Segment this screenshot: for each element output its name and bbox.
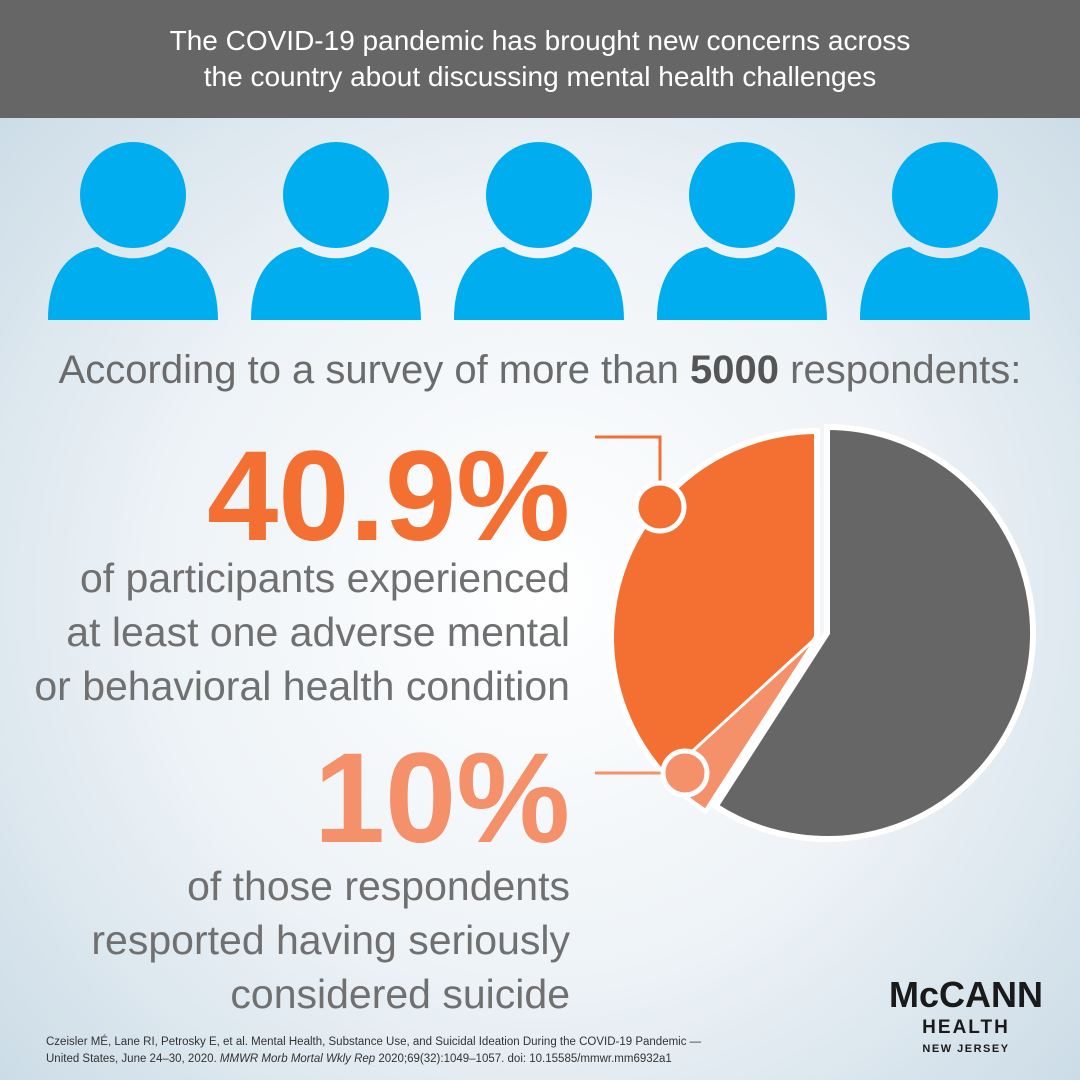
logo-name: McCANN (889, 974, 1043, 1015)
logo-region: NEW JERSEY (922, 1043, 1009, 1055)
header-bar (0, 0, 1080, 118)
header-title: The COVID-19 pandemic has brought new co… (170, 25, 911, 92)
citation-line: Czeisler MÉ, Lane RI, Petrosky E, et al.… (46, 1035, 702, 1048)
logo: McCANN HEALTH NEW JERSEY (889, 974, 1043, 1055)
survey-after: respondents: (779, 348, 1021, 392)
stat-text: of participants experienced (80, 555, 570, 601)
citation: Czeisler MÉ, Lane RI, Petrosky E, et al.… (46, 1035, 702, 1065)
connector-dot (633, 480, 687, 534)
survey-count: 5000 (690, 348, 779, 392)
stat-text: at least one adverse mental (66, 609, 570, 655)
citation-journal: MMWR Morb Mortal Wkly Rep (220, 1053, 376, 1065)
survey-before: According to a survey of more than (59, 348, 690, 392)
citation-part: United States, June 24–30, 2020. (46, 1053, 220, 1065)
pie-remainder (711, 423, 1036, 842)
stat-text: resported having seriously (91, 917, 570, 963)
stat-text: or behavioral health condition (34, 663, 570, 709)
connector-dot (660, 748, 710, 798)
stat-text: considered suicide (230, 971, 570, 1017)
logo-sub: HEALTH (922, 1017, 1010, 1038)
stat-value: 10% (314, 727, 570, 870)
header-line: the country about discussing mental heal… (204, 61, 876, 92)
citation-part: 2020;69(32):1049–1057. doi: 10.15585/mmw… (375, 1053, 672, 1065)
header-line: The COVID-19 pandemic has brought new co… (170, 25, 911, 56)
citation-line: United States, June 24–30, 2020. MMWR Mo… (46, 1053, 672, 1065)
stat-text: of those respondents (187, 863, 570, 909)
survey-text: According to a survey of more than 5000 … (59, 348, 1022, 392)
stat-value: 40.9% (207, 425, 570, 568)
